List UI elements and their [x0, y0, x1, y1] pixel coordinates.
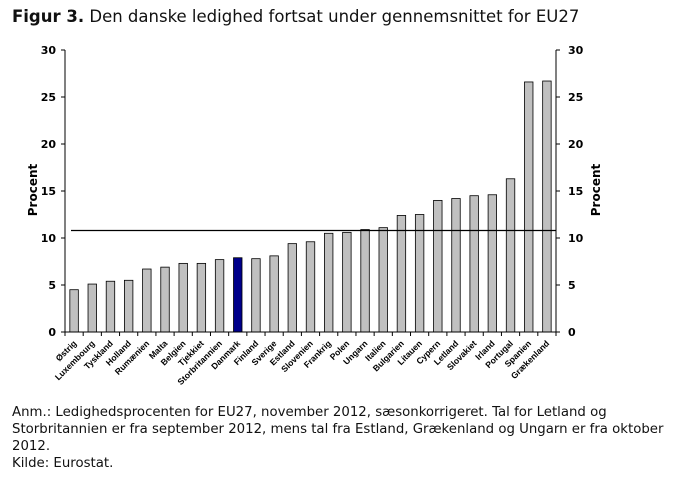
- bar-slovenien: [305, 241, 316, 333]
- y-tick-label-left: 25: [41, 91, 56, 104]
- y-tick-label-left: 15: [41, 185, 56, 198]
- y-axis-right: 0 5 10 15 20 25 30: [556, 44, 584, 339]
- y-tick-label-left: 20: [41, 138, 57, 151]
- bar-series: [69, 80, 556, 333]
- y-tick-label-left: 5: [48, 279, 56, 292]
- bar-polen: [342, 231, 352, 333]
- y-axis-label-right: Procent: [589, 163, 603, 216]
- bar-luxembourg: [87, 283, 97, 333]
- bar-irland: [487, 194, 498, 333]
- y-tick-label-left: 30: [41, 44, 57, 57]
- bar-slovakiet: [469, 195, 479, 333]
- source-text: Kilde: Eurostat.: [12, 456, 114, 471]
- y-tick-label-right: 30: [568, 44, 584, 57]
- bar-tyskland: [105, 280, 116, 333]
- bar-finland: [251, 258, 261, 333]
- y-axis-label-left: Procent: [26, 163, 40, 216]
- y-tick-label-right: 5: [568, 279, 576, 292]
- bar-østrig: [69, 289, 79, 333]
- y-axis-left: 0 5 10 15 20 25 30: [41, 44, 65, 339]
- bar-grækenland: [542, 80, 552, 333]
- bar-belgien: [178, 262, 188, 333]
- bar-italien: [378, 227, 388, 333]
- bar-sverige: [269, 255, 279, 333]
- bar-spanien: [524, 81, 534, 333]
- bar-letland: [451, 198, 461, 333]
- y-tick-label-right: 15: [568, 185, 583, 198]
- bar-estland: [287, 243, 297, 333]
- bar-rumænien: [142, 268, 152, 333]
- figure-label: Figur 3.: [12, 7, 85, 26]
- y-tick-label-right: 10: [568, 232, 584, 245]
- bar-ungarn: [360, 229, 370, 333]
- y-tick-label-right: 25: [568, 91, 583, 104]
- y-tick-label-right: 20: [568, 138, 584, 151]
- bar-cypern: [433, 199, 443, 333]
- x-axis: ØstrigLuxembourgTysklandHollandRumænienM…: [53, 332, 557, 387]
- axes-frame: [64, 50, 557, 333]
- y-tick-label-left: 0: [48, 326, 56, 339]
- bar-danmark: [233, 257, 243, 333]
- footnotes: Anm.: Ledighedsprocenten for EU27, novem…: [12, 404, 672, 472]
- bar-tjekkiet: [196, 262, 207, 333]
- bar-bulgarien: [396, 215, 407, 333]
- y-tick-label-left: 10: [41, 232, 57, 245]
- figure-title: Figur 3. Den danske ledighed fortsat und…: [12, 7, 579, 26]
- bar-chart: 0 5 10 15 20 25 30 0 5 10 15 20 25 30 ØstrigLuxembou…: [26, 44, 603, 387]
- note-text: Anm.: Ledighedsprocenten for EU27, novem…: [12, 405, 664, 454]
- figure-title-text: Den danske ledighed fortsat under gennem…: [89, 7, 580, 26]
- y-tick-label-right: 0: [568, 326, 576, 339]
- bar-storbritannien: [214, 259, 225, 333]
- bar-portugal: [505, 178, 516, 333]
- bar-malta: [160, 266, 170, 333]
- bar-frankrig: [324, 232, 334, 333]
- bar-holland: [123, 279, 134, 333]
- bar-litauen: [414, 214, 425, 333]
